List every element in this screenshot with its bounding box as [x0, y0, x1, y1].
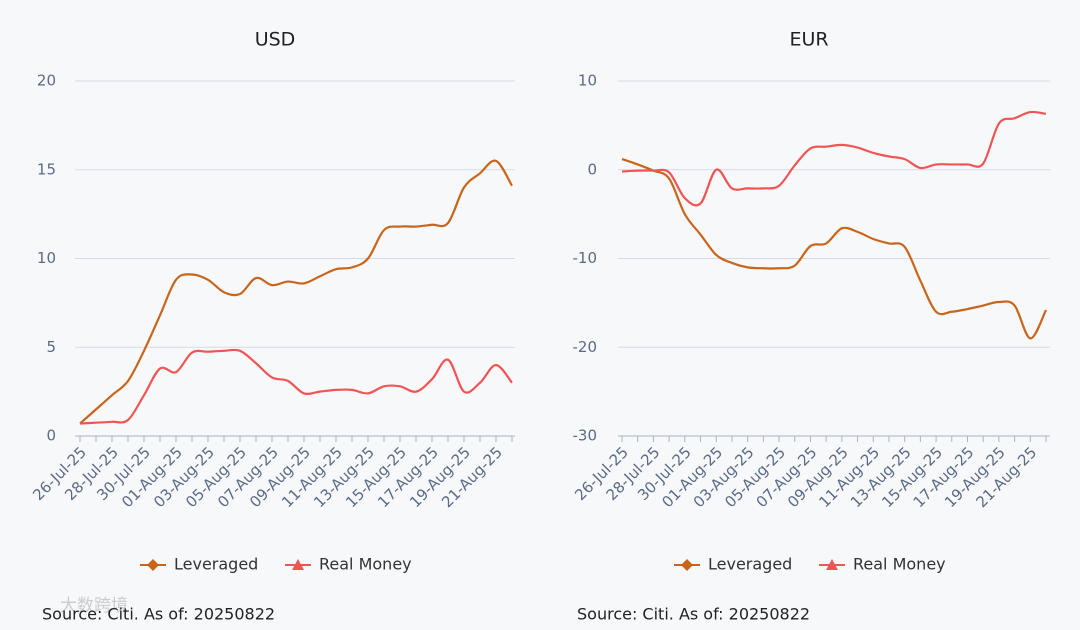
y-tick-label: 15 [37, 160, 56, 178]
legend-marker [826, 559, 838, 570]
legend-marker [292, 559, 304, 570]
legend-label: Leveraged [174, 555, 258, 574]
line-series [621, 158, 1047, 340]
line-series [79, 348, 513, 425]
legend-marker [147, 559, 159, 571]
line-series [79, 159, 513, 425]
y-tick-label: 10 [578, 72, 597, 90]
legend-marker [681, 559, 693, 571]
legend-label: Leveraged [708, 555, 792, 574]
y-tick-label: 0 [587, 160, 597, 178]
y-tick-label: -30 [573, 427, 598, 445]
legend-label: Real Money [853, 555, 946, 574]
source-note: Source: Citi. As of: 20250822 [577, 605, 810, 624]
line-series [621, 110, 1047, 207]
y-tick-label: -10 [573, 249, 598, 267]
y-tick-label: -20 [573, 338, 598, 356]
y-tick-label: 0 [46, 427, 56, 445]
chart-title: USD [255, 29, 296, 51]
source-note: Source: Citi. As of: 20250822 [42, 605, 275, 624]
watermark: 大数跨境 [60, 596, 128, 616]
y-tick-label: 20 [37, 72, 56, 90]
y-tick-label: 10 [37, 249, 56, 267]
legend-label: Real Money [319, 555, 412, 574]
y-tick-label: 5 [46, 338, 56, 356]
chart-title: EUR [789, 29, 828, 51]
